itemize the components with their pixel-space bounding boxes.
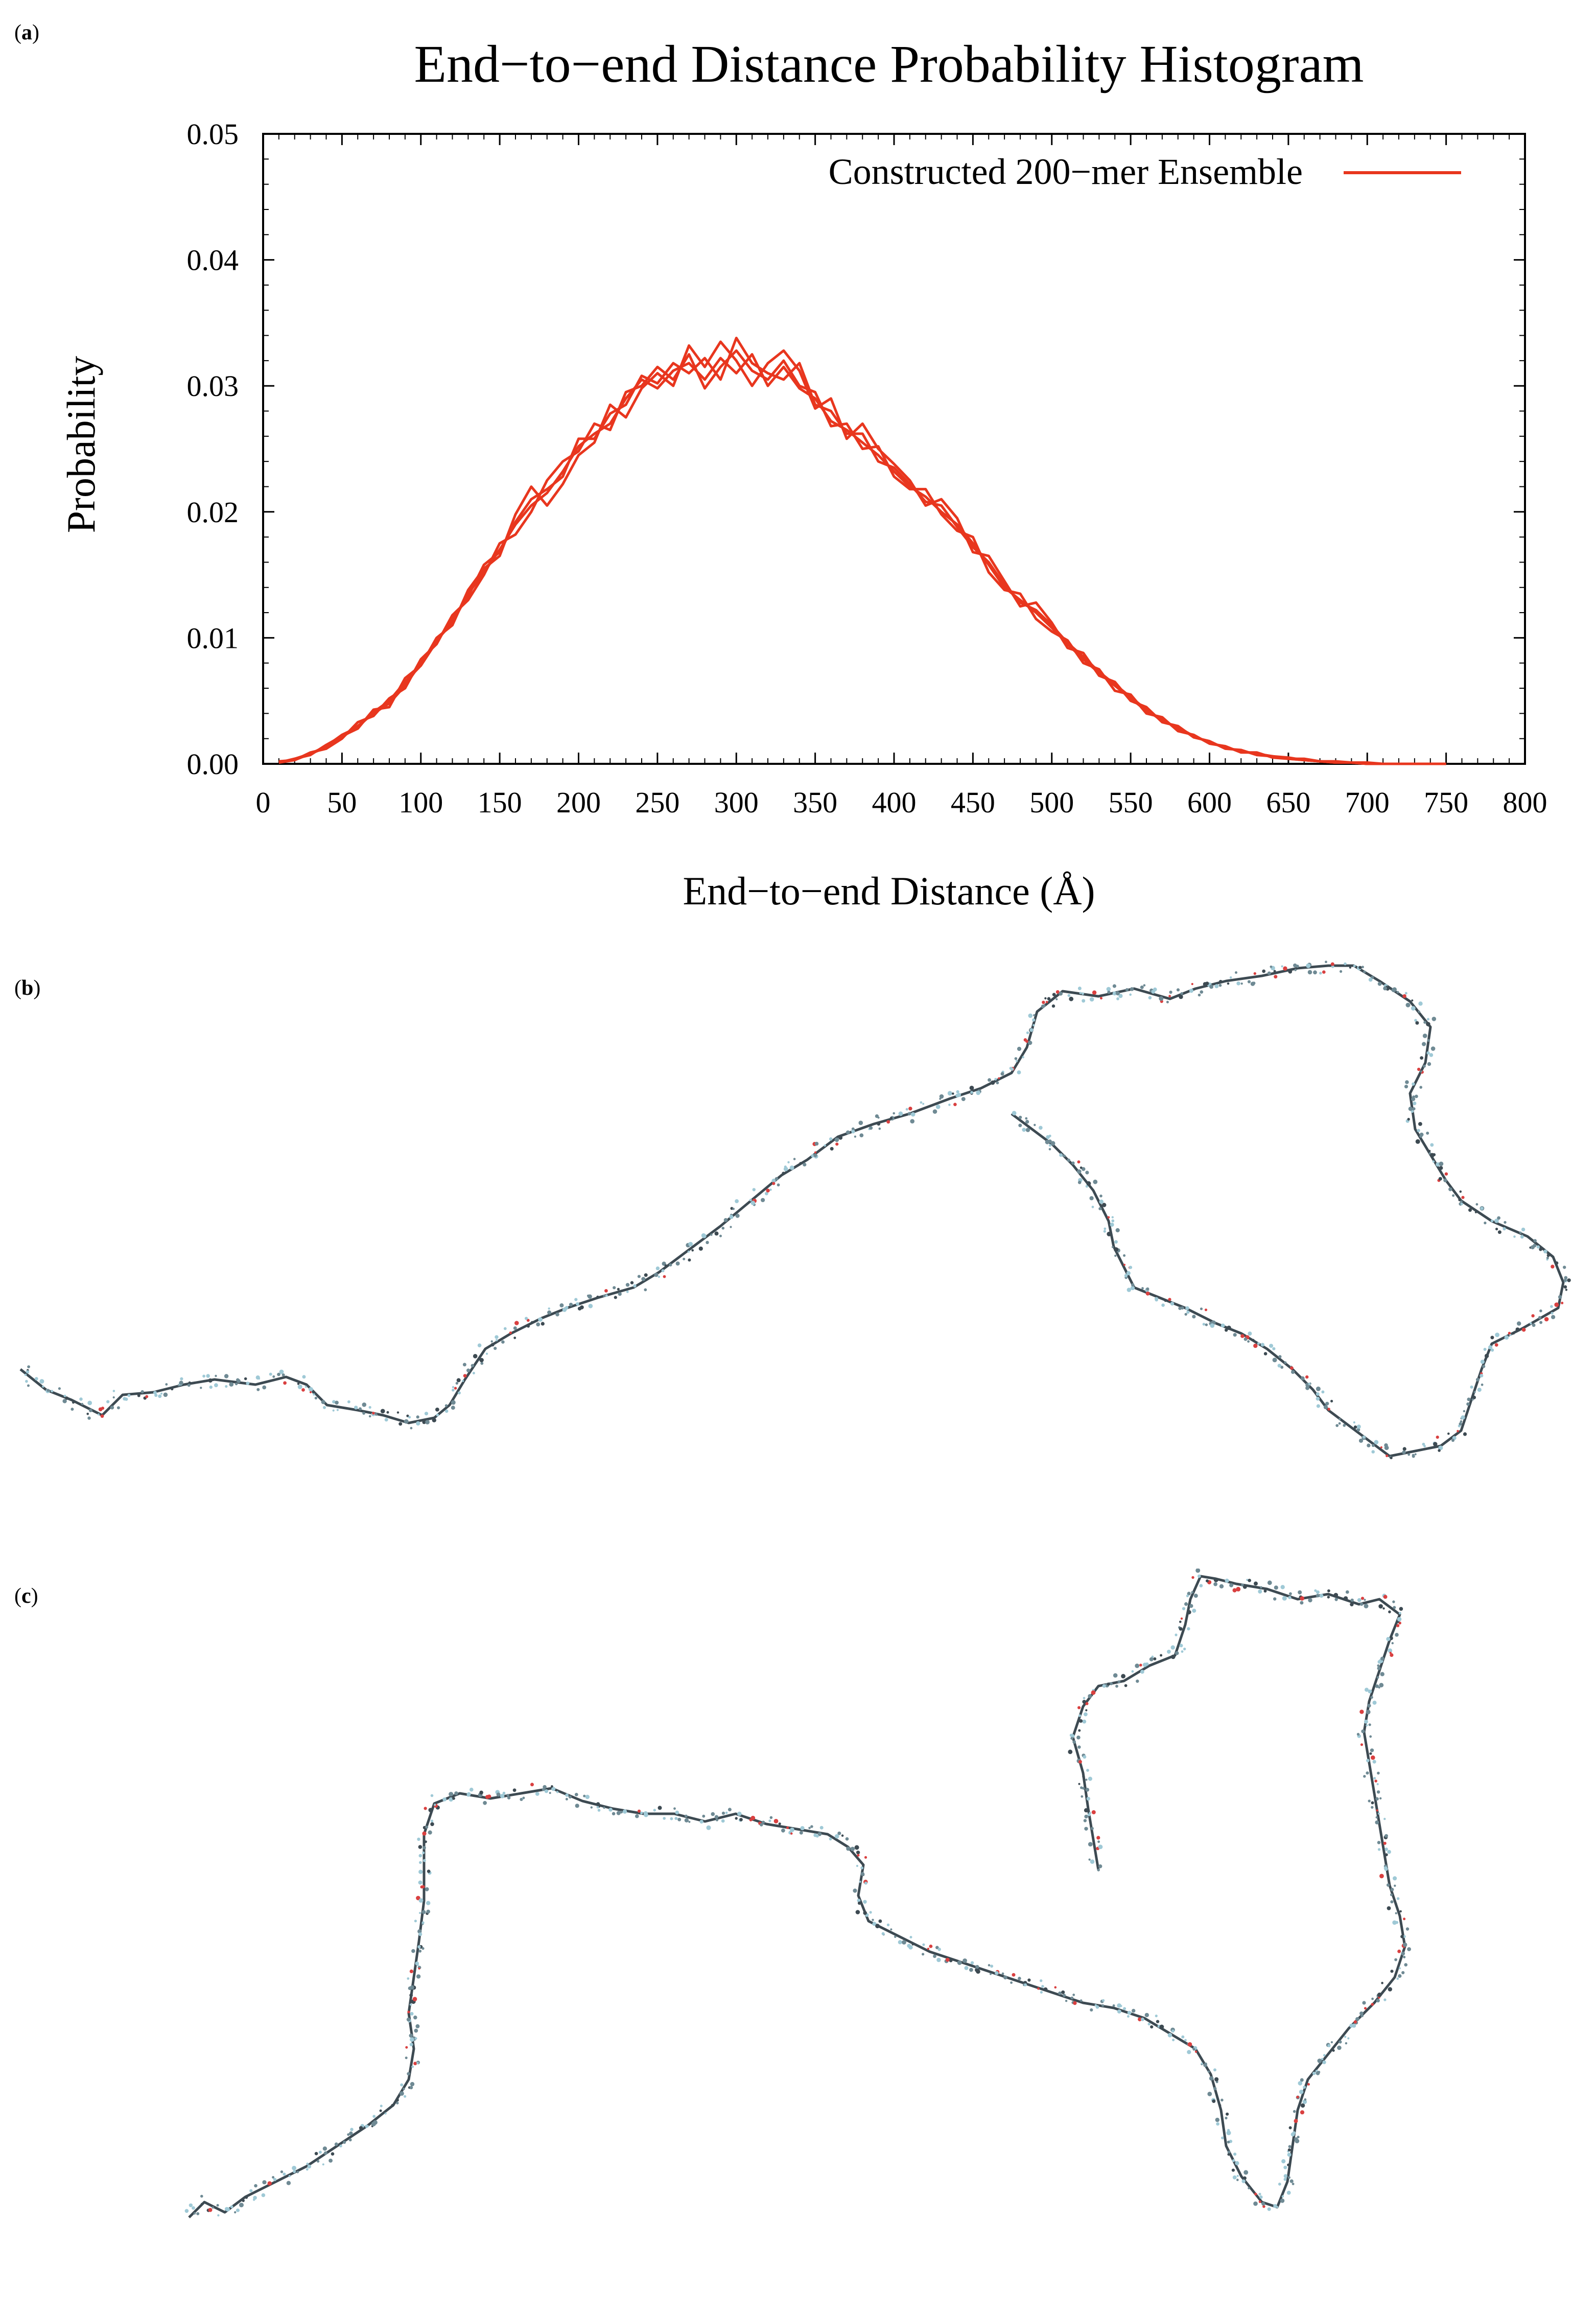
molecule-backbone xyxy=(188,1575,1406,2218)
x-tick-label: 400 xyxy=(872,786,917,819)
series-line-2 xyxy=(278,340,1446,765)
y-axis-label: Probability xyxy=(59,356,103,533)
y-tick-label: 0.00 xyxy=(187,747,239,781)
legend-label: Constructed 200−mer Ensemble xyxy=(829,151,1303,192)
x-tick-label: 500 xyxy=(1029,786,1074,819)
x-tick-label: 700 xyxy=(1345,786,1390,819)
molecule-backbone xyxy=(19,964,1565,1458)
panel-label-b: (b) xyxy=(14,976,41,1000)
series-line-3 xyxy=(278,349,1446,765)
x-tick-label: 300 xyxy=(714,786,759,819)
chart-title: End−to−end Distance Probability Histogra… xyxy=(414,35,1364,93)
x-tick-label: 750 xyxy=(1424,786,1468,819)
molecule-conformation-c xyxy=(184,1569,1412,2218)
x-axis-label: End−to−end Distance (Å) xyxy=(683,869,1095,913)
panel-label-a: (a) xyxy=(14,21,39,44)
panel-label-c: (c) xyxy=(14,1584,38,1608)
y-tick-label: 0.03 xyxy=(187,369,239,403)
x-tick-label: 450 xyxy=(951,786,995,819)
y-tick-label: 0.05 xyxy=(187,118,239,151)
x-tick-label: 200 xyxy=(556,786,601,819)
molecule-conformation-b xyxy=(19,961,1571,1459)
y-tick-label: 0.04 xyxy=(187,244,239,277)
x-tick-label: 650 xyxy=(1266,786,1310,819)
series-line-1 xyxy=(278,353,1446,765)
x-tick-label: 150 xyxy=(478,786,522,819)
axes: 0 50 100 150 200 250 300 350 400 450 500 550 600 650 7… xyxy=(187,118,1547,819)
x-tick-label: 0 xyxy=(256,786,271,819)
x-tick-label: 100 xyxy=(398,786,443,819)
x-tick-label: 50 xyxy=(327,786,357,819)
molecule-atoms xyxy=(184,1569,1412,2217)
molecule-atoms xyxy=(24,961,1571,1459)
series-line-4 xyxy=(278,337,1446,765)
y-tick-label: 0.02 xyxy=(187,496,239,529)
x-tick-label: 250 xyxy=(635,786,679,819)
x-tick-label: 800 xyxy=(1503,786,1547,819)
x-tick-label: 550 xyxy=(1109,786,1153,819)
plot-frame xyxy=(262,133,1526,765)
y-tick-label: 0.01 xyxy=(187,621,239,654)
x-tick-label: 350 xyxy=(793,786,837,819)
series-lines xyxy=(278,337,1446,765)
legend: Constructed 200−mer Ensemble xyxy=(829,151,1461,192)
probability-histogram-chart: End−to−end Distance Probability Histogra… xyxy=(59,35,1547,913)
x-tick-label: 600 xyxy=(1187,786,1232,819)
